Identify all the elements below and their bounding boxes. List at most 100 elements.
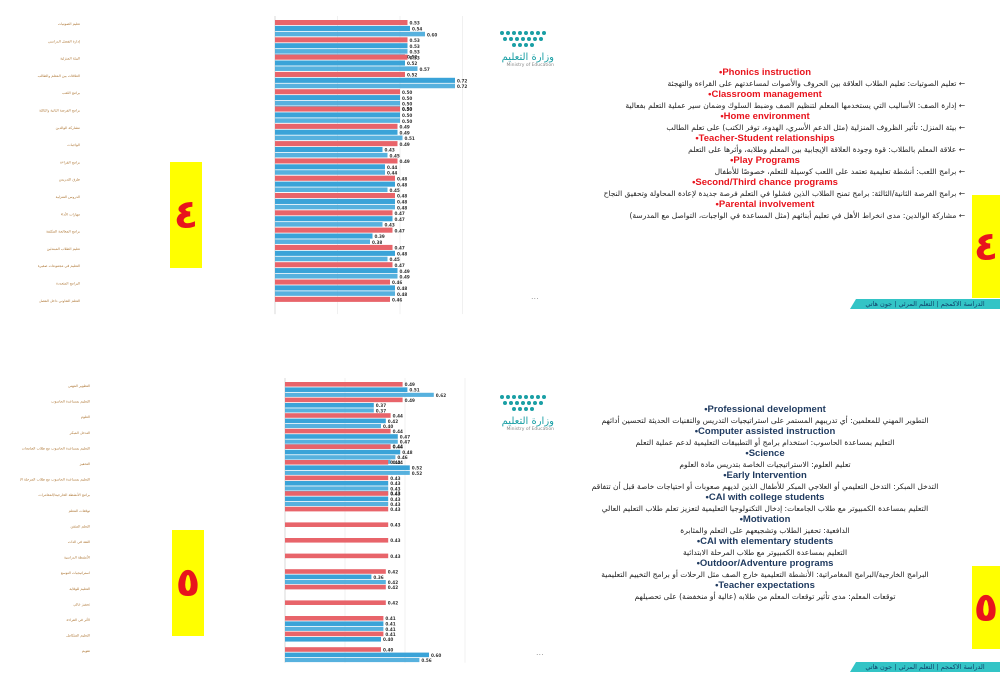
bar-red: [275, 158, 398, 164]
bar-value-label: 0.50: [402, 107, 412, 112]
bar-blue: [275, 112, 400, 118]
bar-blue: [285, 439, 398, 444]
topic-description: التعليم بمساعدة الحاسوب: استخدام برامج أ…: [635, 438, 895, 447]
bar-value-label: 0.40: [383, 424, 393, 429]
bar-value-label: 0.44: [393, 444, 403, 449]
bar-blue: [275, 49, 408, 54]
bar-blue: [285, 465, 410, 470]
topic-title: •Teacher-Student relationships: [695, 133, 835, 144]
topic-list: •Phonics instruction ← تعليم الصوتيات: تع…: [565, 67, 965, 221]
topic-title: •Home environment: [720, 111, 810, 122]
topic-title: •CAI with college students: [705, 492, 825, 503]
bar-value-label: 0.47: [395, 217, 405, 222]
topic-description: ← علاقة المعلم بالطلاب: قوة وجودة العلاق…: [688, 145, 965, 154]
topic-description: التعليم بمساعدة الكمبيوتر مع طلاب الجامع…: [601, 504, 929, 513]
bar-value-label: 0.45: [390, 257, 400, 262]
bar-red: [275, 279, 390, 285]
topic-title: •Science: [745, 448, 785, 459]
bar-red: [285, 413, 391, 418]
bar-value-label: 0.42: [388, 601, 398, 606]
bar-red: [285, 491, 389, 496]
category-label: تقويم: [82, 649, 90, 653]
bar-blue: [275, 170, 385, 175]
category-label: برامج الأنشطة الخارجية/المغامرات: [38, 492, 90, 497]
bar-value-label: 0.50: [402, 107, 412, 112]
bar-value-label: 0.43: [390, 538, 400, 543]
bar-value-label: 0.52: [407, 61, 417, 66]
bar-red: [275, 89, 400, 95]
topic-title: •Computer assisted instruction: [694, 426, 836, 437]
bar-value-label: 0.43: [390, 491, 400, 496]
category-label: مشاركة الوالدين: [56, 126, 80, 130]
category-label: التعليم المتكامل: [66, 634, 90, 638]
bar-red: [275, 244, 393, 250]
bar-red: [275, 71, 405, 77]
topic-description: البرامج الخارجية/البرامج المغامراتية: ال…: [601, 570, 929, 579]
bar-value-label: 0.42: [388, 580, 398, 585]
bar-red: [275, 54, 408, 60]
bar-red: [285, 428, 391, 434]
bar-value-label: 0.43: [390, 486, 400, 491]
bar-value-label: 0.43: [390, 507, 400, 512]
bar-blue: [275, 273, 398, 279]
bar-value-label: 0.45: [390, 153, 400, 158]
slide-number-box-left: ٤: [170, 162, 202, 268]
category-label: العلاقات بين المعلم والطالب: [38, 74, 80, 78]
category-label: التحفيز: [79, 462, 90, 466]
bar-blue: [285, 408, 374, 413]
bar-value-label: 0.52: [412, 471, 422, 476]
topic-description: التطوير المهني للمعلمين: أي تدريبهم المس…: [601, 416, 929, 425]
bar-value-label: 0.56: [421, 658, 431, 663]
topic-title: •Early Intervention: [723, 470, 807, 481]
category-label: الأنشطة الدراسية: [64, 555, 90, 560]
bar-blue: [285, 449, 401, 455]
bar-blue: [275, 135, 403, 141]
bar-red: [285, 397, 403, 403]
category-label: التعليم بمساعدة الحاسوب: [51, 400, 90, 404]
logo-dots-icon: [500, 395, 546, 411]
bar-value-label: 0.41: [385, 616, 395, 621]
category-label: الدروس المنزلية: [56, 195, 80, 199]
bar-value-label: 0.50: [402, 96, 412, 101]
bar-value-label: 0.50: [402, 101, 412, 106]
topic-description: الدافعية: تحفيز الطلاب وتشجيعهم على التع…: [680, 526, 850, 535]
bar-value-label: 0.44: [393, 460, 403, 465]
ministry-logo-arabic: وزارة التعليم: [501, 52, 554, 63]
category-label: برامج المعالجة المكثفة: [46, 230, 80, 234]
logo-dots-icon: [500, 31, 546, 47]
slide-number: ٥: [175, 560, 201, 606]
bar-value-label: 0.42: [388, 419, 398, 424]
bar-value-label: 0.44: [387, 165, 397, 170]
bar-value-label: 0.47: [395, 246, 405, 251]
bar-blue: [285, 496, 389, 502]
bar-value-label: 0.48: [397, 182, 407, 187]
bar-value-label: 0.51: [405, 136, 415, 141]
bar-blue: [275, 129, 398, 135]
bar-red: [285, 553, 389, 559]
bar-blue: [285, 574, 372, 580]
bar-blue: [285, 455, 396, 460]
topic-description: ← مشاركة الوالدين: مدى انخراط الأهل في ت…: [629, 211, 965, 220]
bar-value-label: 0.43: [390, 491, 400, 496]
bar-blue: [275, 198, 395, 204]
bar-value-label: 0.43: [390, 460, 400, 465]
bar-red: [275, 106, 400, 112]
bar-blue: [275, 250, 395, 256]
category-label: برامج اللعب: [62, 91, 80, 95]
bar-value-label: 0.49: [400, 124, 410, 129]
bar-red: [285, 538, 389, 543]
bar-blue: [285, 621, 384, 626]
bar-value-label: 0.53: [410, 21, 420, 26]
topic-list: •Professional development التطوير المهني …: [555, 404, 975, 602]
bar-value-label: 0.72: [457, 78, 467, 83]
bar-red: [275, 193, 395, 199]
bar-blue: [275, 43, 408, 49]
bar-blue: [285, 626, 384, 631]
bar-value-label: 0.47: [395, 211, 405, 216]
slide-number-box-right: ٥: [972, 566, 1000, 649]
bar-value-label: 0.53: [410, 55, 420, 60]
bar-value-label: 0.48: [397, 286, 407, 291]
category-label: طرق التدريس: [59, 178, 80, 182]
slide-5: التطوير المهني 0.49 0.51 0.62 التعليم بمساعد…: [0, 346, 1000, 681]
footer-text: الدراسة الاكمجم | التعلم المرئي | جون ها…: [865, 663, 985, 671]
